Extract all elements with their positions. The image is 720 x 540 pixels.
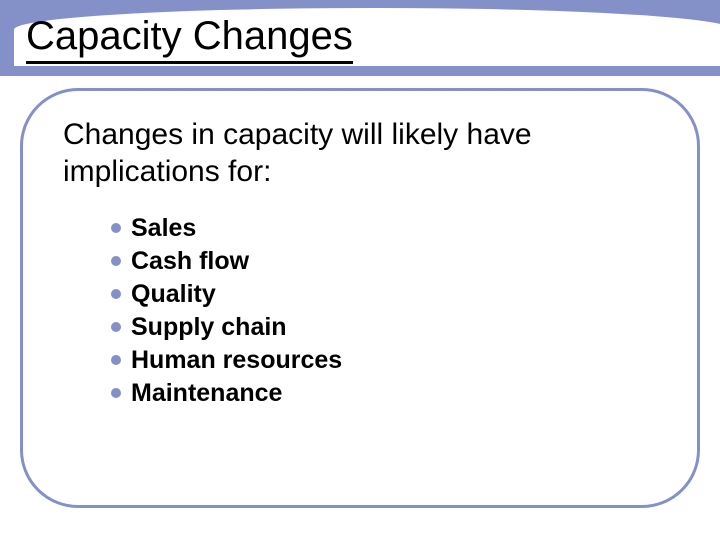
list-item: Quality	[111, 278, 657, 311]
title-box: Capacity Changes	[14, 8, 720, 66]
slide-title: Capacity Changes	[26, 14, 353, 59]
header-band: Capacity Changes	[0, 0, 720, 76]
list-item: Maintenance	[111, 377, 657, 410]
list-item: Sales	[111, 212, 657, 245]
title-underline	[26, 61, 353, 64]
bullet-list: Sales Cash flow Quality Supply chain Hum…	[111, 212, 657, 410]
intro-text: Changes in capacity will likely have imp…	[63, 117, 657, 190]
list-item: Cash flow	[111, 245, 657, 278]
list-item: Supply chain	[111, 311, 657, 344]
content-frame: Changes in capacity will likely have imp…	[20, 88, 700, 508]
slide: Capacity Changes Changes in capacity wil…	[0, 0, 720, 540]
list-item: Human resources	[111, 344, 657, 377]
